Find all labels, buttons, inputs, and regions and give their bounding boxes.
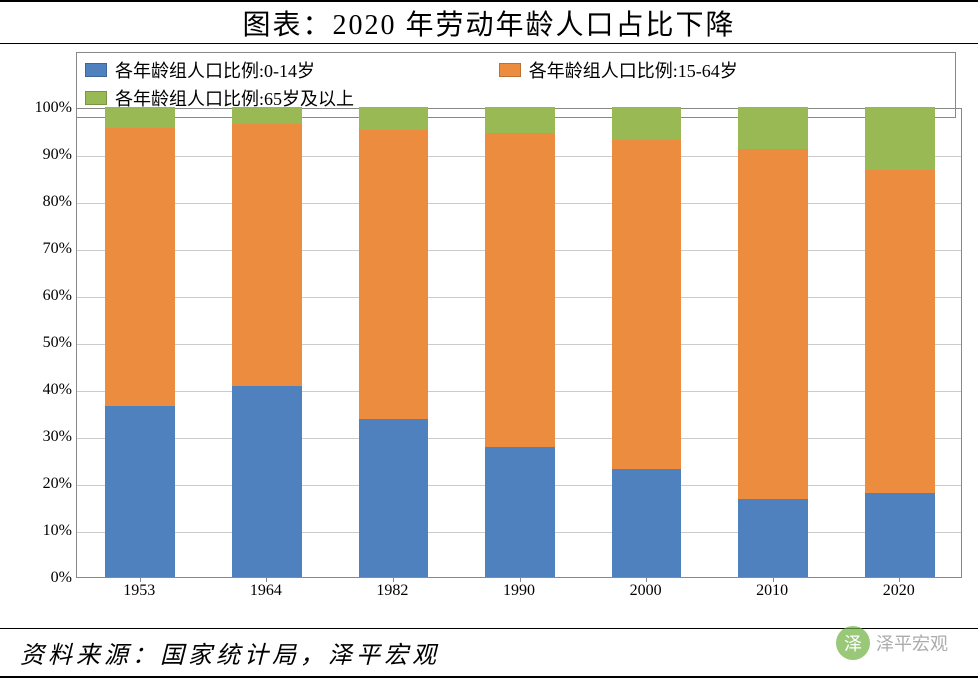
x-tick-label: 2000 — [630, 582, 662, 600]
bar-segment — [865, 170, 935, 492]
bar-segment — [105, 107, 175, 128]
legend-label: 各年龄组人口比例:0-14岁 — [115, 57, 315, 83]
chart-container: 图表：2020 年劳动年龄人口占比下降 各年龄组人口比例:0-14岁 各年龄组人口… — [0, 0, 978, 678]
bar-group — [359, 107, 429, 577]
y-tick-label: 100% — [28, 99, 72, 117]
bar-segment — [738, 149, 808, 499]
bar-segment — [232, 124, 302, 386]
bar-segment — [738, 107, 808, 149]
x-tick-label: 1982 — [376, 582, 408, 600]
y-tick-label: 0% — [28, 569, 72, 587]
bar-segment — [105, 406, 175, 577]
y-tick-label: 40% — [28, 381, 72, 399]
bar-group — [232, 107, 302, 577]
x-tick-label: 1990 — [503, 582, 535, 600]
legend-item: 各年龄组人口比例:15-64岁 — [499, 57, 913, 83]
legend-swatch — [499, 63, 521, 77]
bar-segment — [612, 140, 682, 469]
legend-swatch — [85, 91, 107, 105]
bar-segment — [105, 128, 175, 407]
bar-segment — [738, 499, 808, 577]
y-tick-label: 20% — [28, 475, 72, 493]
bar-segment — [612, 107, 682, 140]
watermark: 泽 泽平宏观 — [836, 626, 948, 660]
y-tick-label: 10% — [28, 522, 72, 540]
bar-group — [738, 107, 808, 577]
legend-item: 各年龄组人口比例:0-14岁 — [85, 57, 499, 83]
plot-area — [76, 108, 962, 578]
chart-title: 图表：2020 年劳动年龄人口占比下降 — [242, 3, 735, 43]
x-tick-label: 1964 — [250, 582, 282, 600]
bar-segment — [359, 130, 429, 419]
bar-group — [612, 107, 682, 577]
bar-segment — [485, 133, 555, 446]
bar-segment — [485, 447, 555, 577]
y-tick-label: 50% — [28, 334, 72, 352]
bar-segment — [485, 107, 555, 133]
source-text: 资料来源：国家统计局，泽平宏观 — [20, 635, 440, 670]
y-tick-label: 60% — [28, 287, 72, 305]
bar-group — [865, 107, 935, 577]
watermark-text: 泽平宏观 — [876, 630, 948, 656]
x-tick-label: 2010 — [756, 582, 788, 600]
y-tick-label: 30% — [28, 428, 72, 446]
bar-group — [485, 107, 555, 577]
bar-segment — [359, 107, 429, 130]
y-tick-label: 90% — [28, 146, 72, 164]
bar-segment — [232, 386, 302, 577]
bar-group — [105, 107, 175, 577]
watermark-icon: 泽 — [836, 626, 870, 660]
y-tick-label: 70% — [28, 240, 72, 258]
x-tick-label: 1953 — [123, 582, 155, 600]
title-bar: 图表：2020 年劳动年龄人口占比下降 — [0, 0, 978, 44]
y-tick-label: 80% — [28, 193, 72, 211]
bar-segment — [612, 469, 682, 577]
bar-segment — [865, 493, 935, 577]
source-bar: 资料来源：国家统计局，泽平宏观 — [0, 628, 978, 678]
bar-segment — [359, 419, 429, 577]
bar-segment — [865, 107, 935, 170]
x-tick-label: 2020 — [883, 582, 915, 600]
chart-area: 各年龄组人口比例:0-14岁各年龄组人口比例:15-64岁各年龄组人口比例:65… — [10, 48, 968, 620]
bar-segment — [232, 107, 302, 124]
legend-label: 各年龄组人口比例:15-64岁 — [529, 57, 738, 83]
legend-swatch — [85, 63, 107, 77]
